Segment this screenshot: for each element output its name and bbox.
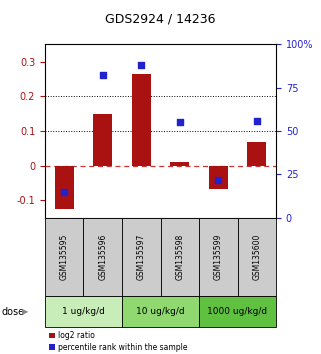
Bar: [170, 161, 189, 166]
Text: 10 ug/kg/d: 10 ug/kg/d: [136, 307, 185, 316]
Bar: [238, 218, 276, 296]
Text: GDS2924 / 14236: GDS2924 / 14236: [105, 12, 216, 25]
Text: GSM135600: GSM135600: [252, 233, 261, 280]
Bar: [132, 74, 151, 166]
Text: GSM135598: GSM135598: [175, 234, 184, 280]
Bar: [209, 166, 228, 189]
Bar: [199, 296, 276, 327]
Point: [254, 118, 259, 124]
Bar: [45, 296, 122, 327]
Text: GSM135595: GSM135595: [60, 233, 69, 280]
Bar: [93, 114, 112, 166]
Text: ▶: ▶: [22, 307, 28, 316]
Text: 1000 ug/kg/d: 1000 ug/kg/d: [207, 307, 268, 316]
Bar: [247, 142, 266, 166]
Text: GSM135599: GSM135599: [214, 233, 223, 280]
Text: 1 ug/kg/d: 1 ug/kg/d: [62, 307, 105, 316]
Bar: [122, 218, 160, 296]
Bar: [83, 218, 122, 296]
Bar: [199, 218, 238, 296]
Point: [62, 189, 67, 195]
Bar: [55, 166, 74, 209]
Text: dose: dose: [2, 307, 25, 316]
Text: GSM135597: GSM135597: [137, 233, 146, 280]
Bar: [45, 218, 83, 296]
Point: [139, 62, 144, 68]
Bar: [122, 296, 199, 327]
Legend: log2 ratio, percentile rank within the sample: log2 ratio, percentile rank within the s…: [49, 331, 187, 352]
Point: [216, 177, 221, 182]
Point: [100, 73, 105, 78]
Text: GSM135596: GSM135596: [98, 233, 107, 280]
Point: [177, 120, 182, 125]
Bar: [160, 218, 199, 296]
